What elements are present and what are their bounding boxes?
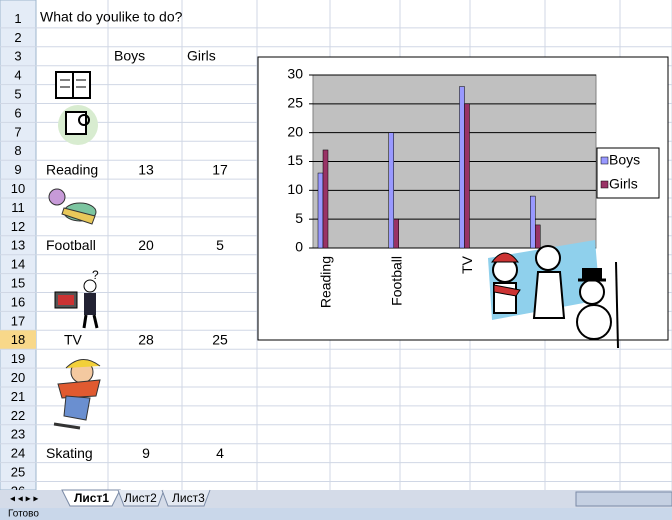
y-tick-label: 0	[295, 239, 303, 255]
row-number: 25	[11, 464, 25, 479]
row-number: 18	[11, 332, 25, 347]
legend-label: Boys	[609, 152, 640, 168]
row-number: 8	[14, 143, 21, 158]
row-number: 19	[11, 351, 25, 366]
row-label[interactable]: TV	[64, 331, 83, 347]
y-tick-label: 20	[287, 123, 303, 139]
tab-label[interactable]: Лист1	[74, 491, 109, 505]
row-number: 11	[11, 200, 25, 215]
icon-glyph: ?	[92, 268, 99, 282]
embedded-chart[interactable]: 0 5 10 15 20 25 30 Reading Football TV Boys Girls	[258, 57, 668, 340]
bar	[389, 133, 394, 248]
cell-value: 20	[138, 237, 154, 253]
spreadsheet-window: 1234567891011121314151617181920212223242…	[0, 0, 672, 520]
x-tick-label: Football	[388, 256, 404, 306]
y-tick-label: 25	[287, 95, 303, 111]
row-number: 6	[14, 105, 21, 120]
tab-label[interactable]: Лист3	[172, 491, 205, 505]
status-text: Готово	[8, 509, 39, 520]
row-number: 17	[11, 313, 25, 328]
row-number: 23	[11, 427, 25, 442]
status-bar	[0, 508, 672, 520]
column-header[interactable]: Girls	[187, 48, 216, 64]
row-label[interactable]: Skating	[46, 445, 93, 461]
row-number: 15	[11, 275, 25, 290]
bar	[530, 196, 535, 248]
row-number: 3	[14, 49, 21, 64]
bar	[460, 87, 465, 248]
legend-swatch	[601, 157, 608, 164]
row-number: 4	[14, 68, 21, 83]
row-number: 1	[14, 11, 21, 26]
cell-value: 9	[142, 445, 150, 461]
bar	[465, 104, 470, 248]
cell-value: 25	[212, 331, 228, 347]
cell-value: 17	[212, 161, 228, 177]
y-tick-label: 15	[287, 152, 303, 168]
y-tick-label: 10	[287, 181, 303, 197]
row-number: 9	[14, 162, 21, 177]
bar	[323, 150, 328, 248]
x-tick-label: TV	[459, 255, 475, 274]
row-number: 16	[11, 294, 25, 309]
legend-label: Girls	[609, 176, 638, 192]
tab-label[interactable]: Лист2	[124, 491, 157, 505]
row-number: 2	[14, 30, 21, 45]
row-number: 14	[11, 257, 25, 272]
x-tick-label: Reading	[318, 256, 334, 308]
row-number: 20	[11, 370, 25, 385]
row-number: 21	[11, 389, 25, 404]
tab-nav[interactable]: ◂ ◂ ▸ ▸	[10, 494, 38, 505]
row-number: 7	[14, 124, 21, 139]
row-number: 12	[11, 219, 25, 234]
column-header[interactable]: Boys	[114, 48, 145, 64]
row-number: 10	[11, 181, 25, 196]
y-tick-label: 30	[287, 66, 303, 82]
row-number: 22	[11, 408, 25, 423]
row-number: 5	[14, 86, 21, 101]
y-tick-label: 5	[295, 210, 303, 226]
bar	[318, 173, 323, 248]
row-label[interactable]: Reading	[46, 161, 98, 177]
cell-value: 13	[138, 161, 154, 177]
cell-value: 28	[138, 331, 154, 347]
sheet-title[interactable]: What do youlike to do?	[40, 9, 183, 25]
legend-swatch	[601, 181, 608, 188]
horizontal-scrollbar[interactable]	[576, 492, 672, 506]
cell-value: 4	[216, 445, 224, 461]
row-number: 24	[11, 446, 25, 461]
row-label[interactable]: Football	[46, 237, 96, 253]
bar	[394, 219, 399, 248]
cell-value: 5	[216, 237, 224, 253]
row-number: 13	[11, 238, 25, 253]
bar	[535, 225, 540, 248]
